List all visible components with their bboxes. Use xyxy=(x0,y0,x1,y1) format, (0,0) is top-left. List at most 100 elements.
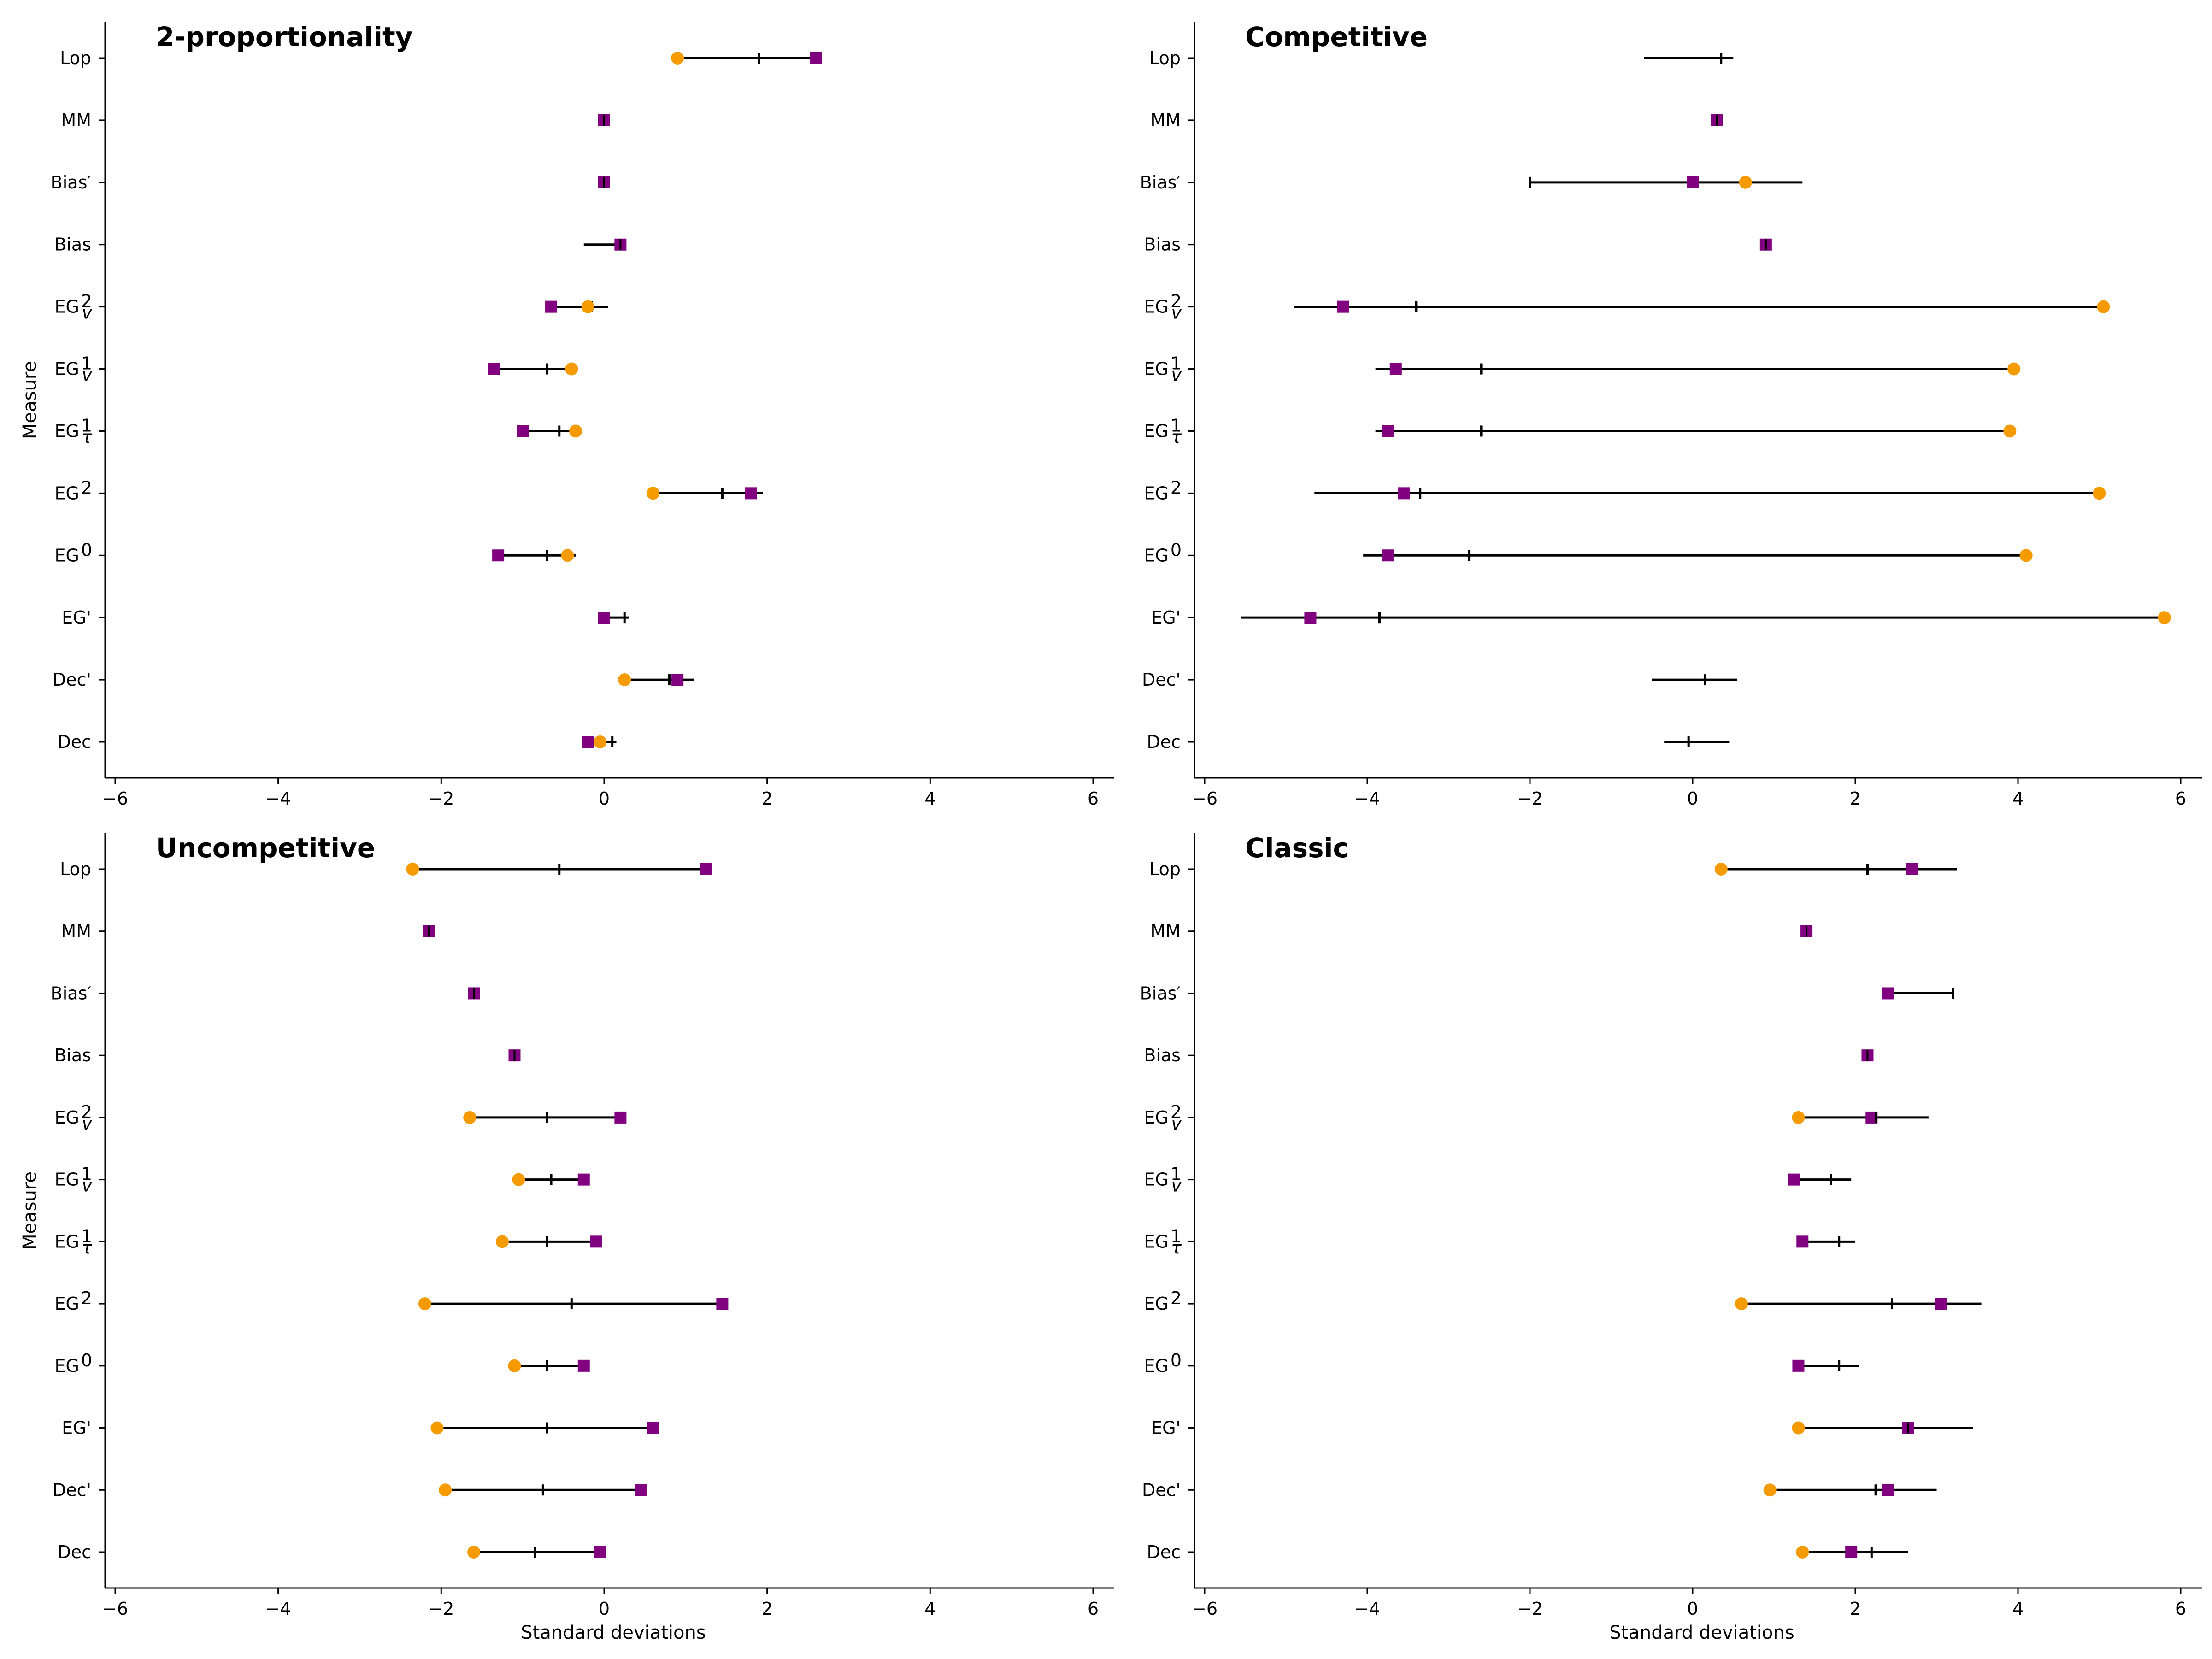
y-tick-label: Bias′ xyxy=(51,172,91,193)
orange-circle-marker xyxy=(594,735,607,748)
purple-square-marker xyxy=(647,1422,659,1434)
y-tick-label: EG xyxy=(1144,1231,1169,1252)
purple-square-marker xyxy=(594,1546,606,1558)
y-tick-label-sup: 1 xyxy=(81,353,92,374)
x-tick-label: 4 xyxy=(2012,1599,2024,1619)
x-tick-label: 6 xyxy=(1088,788,1099,809)
y-tick-label: EG xyxy=(1144,1294,1169,1314)
y-tick-label: EG xyxy=(1144,1170,1169,1190)
purple-square-marker xyxy=(1382,425,1394,437)
y-tick-label: Bias xyxy=(54,1045,91,1065)
y-tick-label: Bias xyxy=(1144,1045,1181,1065)
x-tick-label: 4 xyxy=(924,788,935,809)
y-tick-label: Bias′ xyxy=(51,983,91,1003)
x-tick-label: 0 xyxy=(599,1599,610,1619)
orange-circle-marker xyxy=(430,1421,444,1435)
y-tick-label: EG' xyxy=(1151,1418,1181,1438)
x-tick-label: 0 xyxy=(599,788,610,809)
purple-square-marker xyxy=(1935,1298,1947,1310)
orange-circle-marker xyxy=(2097,300,2110,313)
x-tick-label: 2 xyxy=(1850,788,1861,809)
purple-square-marker xyxy=(590,1235,602,1248)
y-tick-label: Dec' xyxy=(1142,1480,1181,1500)
y-tick-label-sub: v xyxy=(82,1176,93,1196)
purple-square-marker xyxy=(1882,1484,1894,1496)
y-tick-label-sub: τ xyxy=(82,1237,93,1258)
purple-square-marker xyxy=(1687,176,1699,188)
panel-title: 2-proportionality xyxy=(156,21,413,53)
panel-title: Competitive xyxy=(1245,21,1428,53)
y-tick-label: EG xyxy=(55,421,79,441)
y-tick-label-sub: v xyxy=(82,303,93,323)
y-tick-label-sup: 2 xyxy=(1171,291,1182,312)
y-tick-label: Lop xyxy=(60,859,91,879)
purple-square-marker xyxy=(545,300,558,313)
y-tick-label-sup: 2 xyxy=(81,477,92,498)
y-tick-label-sub: τ xyxy=(1171,1237,1182,1258)
orange-circle-marker xyxy=(2158,611,2171,624)
x-tick-label: −6 xyxy=(102,788,128,809)
y-tick-label: MM xyxy=(1150,921,1181,941)
orange-circle-marker xyxy=(2019,549,2033,562)
purple-square-marker xyxy=(1398,487,1410,500)
y-tick-label: EG' xyxy=(1151,607,1181,628)
orange-circle-marker xyxy=(671,52,684,65)
x-tick-label: −2 xyxy=(428,788,454,809)
y-tick-label: EG xyxy=(55,1294,79,1314)
x-tick-label: −2 xyxy=(428,1599,454,1619)
orange-circle-marker xyxy=(406,863,419,876)
orange-circle-marker xyxy=(561,549,574,562)
purple-square-marker xyxy=(700,863,712,875)
orange-circle-marker xyxy=(569,424,582,438)
y-tick-label: EG xyxy=(1144,297,1169,317)
orange-circle-marker xyxy=(463,1111,477,1124)
x-tick-label: 6 xyxy=(2175,788,2186,809)
orange-circle-marker xyxy=(1796,1546,1809,1559)
orange-circle-marker xyxy=(439,1483,452,1497)
y-tick-label-sub: v xyxy=(1171,303,1182,323)
y-tick-label: EG xyxy=(1144,545,1169,565)
purple-square-marker xyxy=(1796,1235,1809,1248)
purple-square-marker xyxy=(492,549,505,562)
orange-circle-marker xyxy=(1792,1421,1805,1435)
y-axis-label: Measure xyxy=(19,1171,41,1250)
x-tick-label: −4 xyxy=(265,788,291,809)
y-tick-label-sub: τ xyxy=(1171,427,1182,447)
y-tick-label-sup: 1 xyxy=(81,1164,92,1184)
y-tick-label-sup: 1 xyxy=(81,1226,92,1246)
y-tick-label: EG xyxy=(55,1231,79,1252)
y-tick-label-sup: 1 xyxy=(81,415,92,435)
y-tick-label: Dec xyxy=(1147,1542,1181,1562)
x-tick-label: 2 xyxy=(762,788,773,809)
y-tick-label: EG xyxy=(55,297,79,317)
y-tick-label: EG xyxy=(1144,1107,1169,1128)
orange-circle-marker xyxy=(1714,863,1728,876)
orange-circle-marker xyxy=(581,300,594,313)
x-axis-label: Standard deviations xyxy=(1609,1622,1794,1643)
purple-square-marker xyxy=(582,736,594,748)
x-tick-label: 6 xyxy=(1088,1599,1099,1619)
y-tick-label: MM xyxy=(61,110,91,130)
purple-square-marker xyxy=(810,52,822,64)
y-tick-label-sup: 0 xyxy=(81,1350,92,1371)
y-tick-label-sup: 2 xyxy=(81,291,92,312)
orange-circle-marker xyxy=(565,362,578,376)
orange-circle-marker xyxy=(1763,1483,1777,1497)
y-tick-label-sub: v xyxy=(82,365,93,385)
y-tick-label: EG xyxy=(55,483,79,503)
orange-circle-marker xyxy=(2007,362,2021,376)
purple-square-marker xyxy=(1788,1173,1800,1186)
x-tick-label: −4 xyxy=(265,1599,291,1619)
panel-title: Uncompetitive xyxy=(156,832,375,864)
purple-square-marker xyxy=(577,1173,590,1186)
x-tick-label: −4 xyxy=(1354,788,1380,809)
y-tick-label-sub: v xyxy=(1171,1113,1182,1134)
y-tick-label-sup: 0 xyxy=(1171,540,1182,560)
y-tick-label: EG xyxy=(55,1356,79,1376)
y-tick-label-sub: v xyxy=(82,1113,93,1134)
y-tick-label: EG' xyxy=(62,1418,91,1438)
x-tick-label: −2 xyxy=(1517,1599,1543,1619)
y-tick-label-sup: 1 xyxy=(1171,1226,1182,1246)
